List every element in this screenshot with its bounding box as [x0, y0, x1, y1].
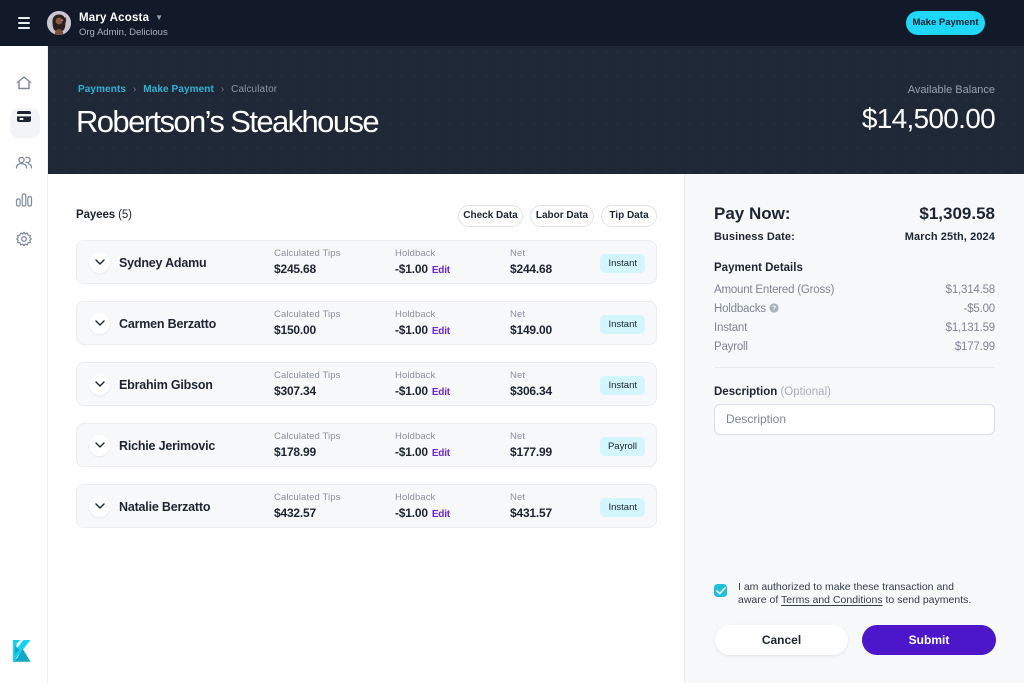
svg-text:?: ?	[772, 304, 776, 312]
